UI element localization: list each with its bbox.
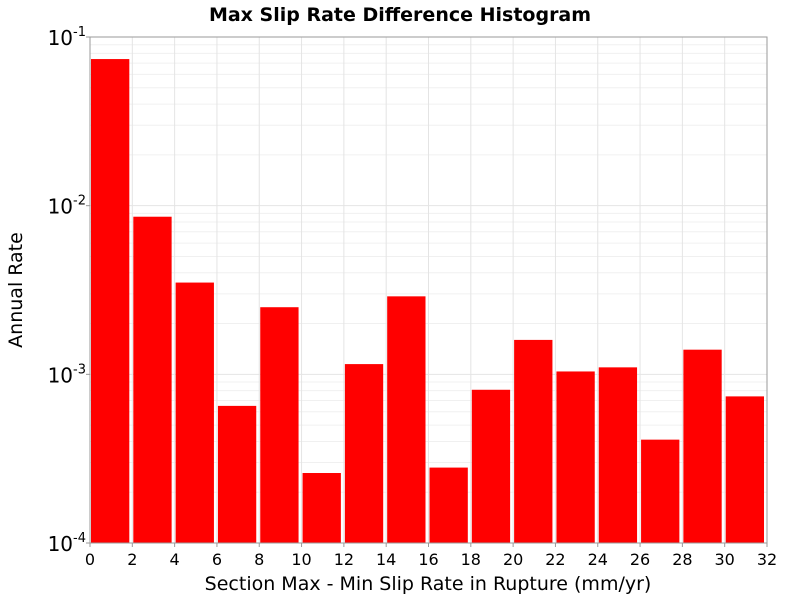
bar-3 (217, 405, 257, 543)
y-tick-label: 10-1 (48, 25, 86, 50)
x-tick-label: 28 (672, 550, 692, 569)
x-tick-label: 2 (127, 550, 137, 569)
y-tick-label: 10-4 (48, 531, 86, 556)
bars (91, 59, 764, 544)
bar-12 (598, 367, 638, 543)
x-tick-label: 12 (334, 550, 354, 569)
x-axis-ticks: 0 2 4 6 8 10 12 14 16 18 20 22 24 26 28 30 32 (85, 543, 777, 569)
x-tick-label: 24 (588, 550, 608, 569)
bar-15 (725, 396, 764, 543)
bar-9 (471, 389, 511, 543)
x-axis-label: Section Max - Min Slip Rate in Rupture (… (205, 573, 652, 595)
x-tick-label: 16 (418, 550, 438, 569)
bar-11 (556, 371, 595, 543)
bar-4 (260, 307, 299, 543)
bar-5 (302, 473, 341, 543)
bar-1 (133, 216, 172, 543)
x-tick-label: 0 (85, 550, 95, 569)
bar-6 (344, 364, 384, 543)
bar-2 (175, 282, 214, 543)
bar-8 (429, 467, 468, 543)
y-tick-label: 10-2 (48, 194, 86, 219)
x-tick-label: 18 (461, 550, 481, 569)
bar-0 (91, 59, 130, 544)
x-tick-label: 4 (170, 550, 180, 569)
x-tick-label: 10 (291, 550, 311, 569)
x-tick-label: 26 (630, 550, 650, 569)
x-tick-label: 32 (757, 550, 777, 569)
bar-7 (387, 296, 426, 543)
chart-title: Max Slip Rate Difference Histogram (209, 4, 591, 26)
y-axis-label: Annual Rate (5, 232, 27, 348)
x-tick-label: 20 (503, 550, 523, 569)
bar-13 (641, 439, 680, 543)
x-tick-label: 14 (376, 550, 396, 569)
x-tick-label: 22 (545, 550, 565, 569)
bar-14 (683, 349, 722, 543)
y-axis-ticks: 10-4 10-3 10-2 10-1 (48, 25, 90, 556)
x-tick-label: 8 (254, 550, 264, 569)
x-tick-label: 30 (715, 550, 735, 569)
y-tick-label: 10-3 (48, 362, 86, 387)
bar-10 (514, 339, 553, 543)
x-tick-label: 6 (212, 550, 222, 569)
